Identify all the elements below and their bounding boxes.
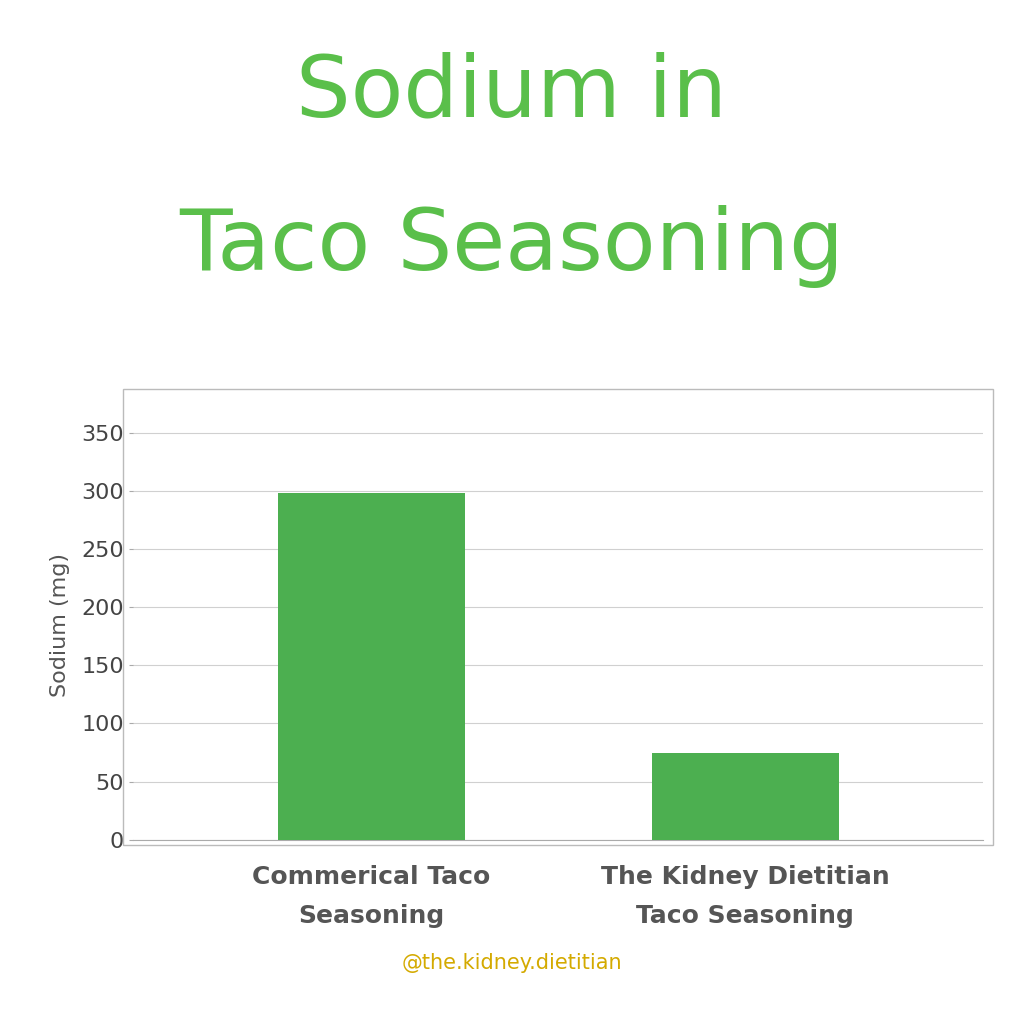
Text: Taco Seasoning: Taco Seasoning: [179, 205, 845, 288]
Bar: [278, 494, 465, 840]
Bar: [651, 753, 839, 840]
Text: Sodium in: Sodium in: [297, 51, 727, 134]
Y-axis label: Sodium (mg): Sodium (mg): [50, 553, 71, 696]
Text: @the.kidney.dietitian: @the.kidney.dietitian: [401, 952, 623, 973]
